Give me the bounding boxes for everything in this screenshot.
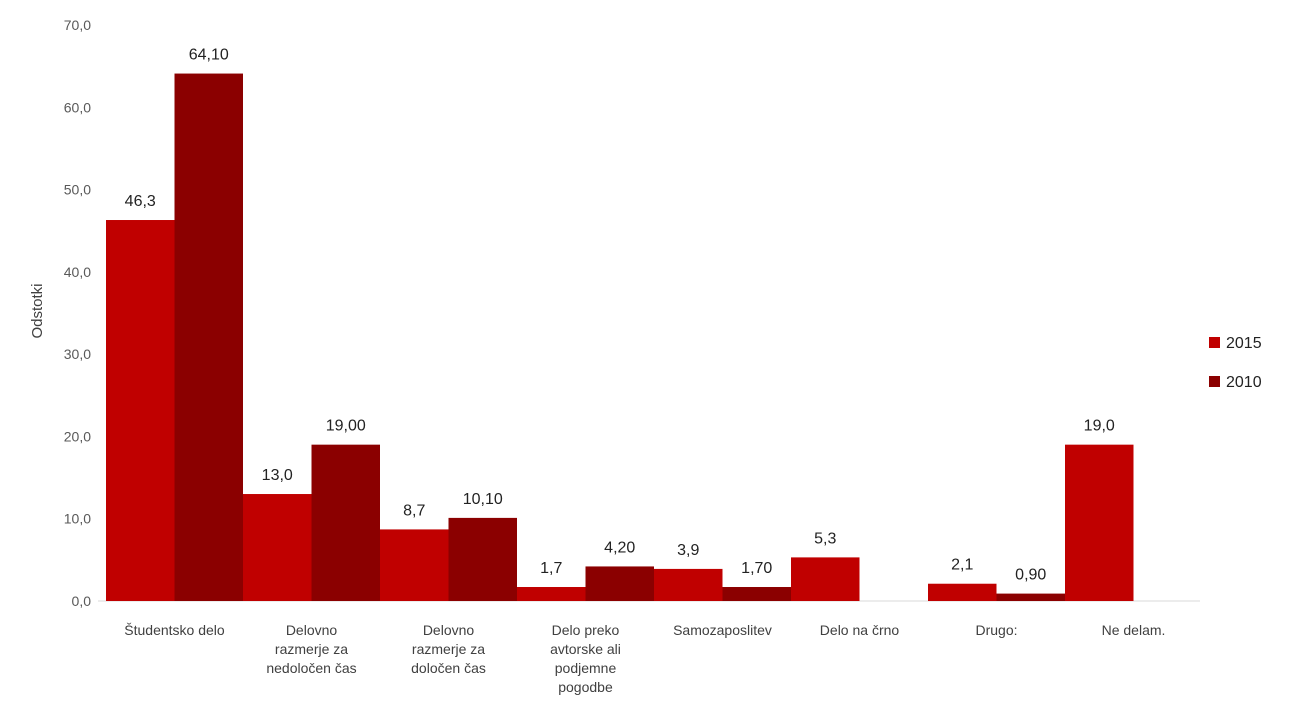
x-category-label: Delo preko avtorske ali podjemne pogodbe [550,622,621,695]
bar-2015 [106,220,175,601]
y-axis-label: Odstotki [29,283,46,338]
bars [106,73,1134,601]
bar-2015 [928,583,997,601]
x-category-label: Delo na črno [820,622,900,638]
data-label-2015: 19,0 [1084,418,1115,435]
data-label-2010: 0,90 [1015,567,1046,584]
data-label-2015: 5,3 [814,530,836,547]
legend-label-2010: 2010 [1226,374,1262,391]
x-category-label: Ne delam. [1102,622,1166,638]
bar-2010 [585,566,654,601]
data-label-2015: 8,7 [403,502,425,519]
bar-2010 [448,517,517,601]
y-tick-label: 20,0 [64,428,91,444]
x-category-label: Študentsko delo [124,622,225,638]
bar-2015 [243,494,312,601]
legend-swatch-2015 [1209,337,1220,348]
y-axis: 0,0 10,0 20,0 30,0 40,0 50,0 60,0 70,0 [64,17,91,609]
bar-2015 [1065,444,1134,601]
y-tick-label: 70,0 [64,17,91,33]
data-label-2010: 19,00 [326,418,366,435]
data-label-2015: 13,0 [262,467,293,484]
bar-2015 [517,587,586,601]
y-tick-label: 30,0 [64,346,91,362]
x-category-label: Delovno razmerje za nedoločen čas [266,622,356,676]
bar-2015 [791,557,860,601]
bar-2015 [380,529,449,601]
legend-label-2015: 2015 [1226,335,1262,352]
data-label-2015: 2,1 [951,557,973,574]
data-label-2010: 10,10 [463,491,503,508]
data-label-2010: 64,10 [189,47,229,64]
y-tick-label: 10,0 [64,511,91,527]
bar-2010 [996,593,1065,601]
data-label-2010: 1,70 [741,560,772,577]
data-labels: 46,3 13,0 8,7 1,7 3,9 5,3 2,1 19,0 64,10 19,00 10,… [125,47,1115,584]
bar-2010 [311,444,380,601]
x-category-label: Samozaposlitev [673,622,772,638]
y-tick-label: 0,0 [72,593,92,609]
bar-2015 [654,568,723,601]
legend-swatch-2010 [1209,376,1220,387]
bar-2010 [722,587,791,601]
data-label-2015: 1,7 [540,560,562,577]
bar-2010 [174,73,243,601]
data-label-2010: 4,20 [604,539,635,556]
data-label-2015: 3,9 [677,542,699,559]
x-category-label: Drugo: [975,622,1017,638]
data-label-2015: 46,3 [125,193,156,210]
y-tick-label: 50,0 [64,182,91,198]
y-tick-label: 60,0 [64,99,91,115]
x-axis-categories: Študentsko delo Delovno razmerje za nedoloč… [124,622,1165,695]
x-category-label: Delovno razmerje za določen čas [411,622,486,676]
y-tick-label: 40,0 [64,264,91,280]
legend: 2015 2010 [1209,335,1262,391]
